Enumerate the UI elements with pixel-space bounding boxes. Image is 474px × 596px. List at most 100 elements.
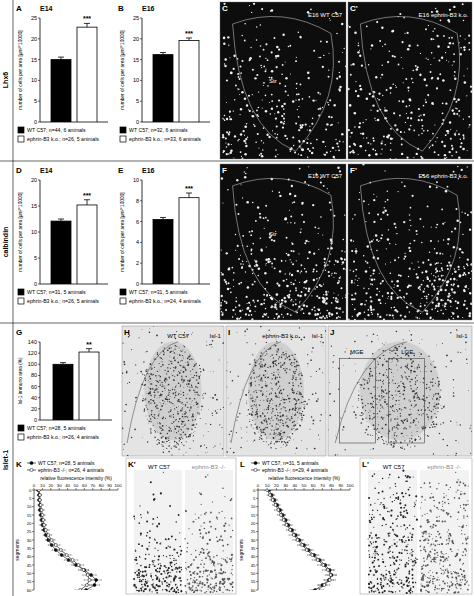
cell [442,102,444,104]
cell [381,140,382,141]
cell [420,74,422,76]
cell [394,56,396,58]
cell [247,307,249,309]
image [348,2,472,159]
cell [450,89,452,91]
cell [196,392,198,394]
cell [295,303,297,305]
cell [379,40,381,42]
cell [418,134,419,135]
error-bar [40,514,45,516]
tick-label: 50 [74,483,79,488]
cell [353,261,355,263]
cell [361,65,363,67]
cell [263,66,265,68]
tick [34,488,35,490]
cell [246,261,247,262]
cell [445,309,446,310]
cell [452,273,453,274]
cell [445,134,447,136]
cell [448,293,449,294]
cell [277,55,278,56]
cell [224,279,226,281]
cell [325,297,328,300]
cell [434,248,435,249]
cell [362,164,364,165]
cell [438,303,441,306]
cell [447,19,449,21]
cell [420,53,421,54]
cell [187,428,189,430]
cell [453,6,455,8]
tick [38,232,40,233]
cell [349,26,351,28]
cell [309,129,311,131]
cell [455,300,457,302]
cell [328,104,330,106]
cell [330,124,332,126]
cell [452,298,453,299]
cell [429,252,430,253]
cell [283,317,284,318]
cell [230,292,232,294]
cell [170,411,171,412]
cell [263,82,265,84]
cell [354,293,356,295]
cell [441,275,443,277]
tick [140,221,142,222]
cell [291,299,292,300]
tick [38,420,40,421]
cell [376,294,378,296]
cell [442,79,445,82]
cell [370,296,372,298]
tick [38,18,40,19]
cell [223,150,225,152]
cell [224,58,227,61]
cell [229,131,231,133]
cell [416,153,418,155]
cell [388,229,389,230]
cell [430,71,432,73]
tick [38,375,40,376]
cell [312,147,314,149]
cell [341,133,344,136]
cell [225,281,227,283]
cell [313,148,314,149]
cell [252,299,254,301]
cell [372,148,374,150]
cell [386,89,388,91]
cell [325,291,327,293]
cell [463,20,464,21]
cell [402,41,404,43]
cell [459,248,461,250]
cell [412,82,414,84]
cell [244,125,247,128]
cell [162,429,163,430]
cell [447,132,449,134]
cell [165,418,166,419]
cell [222,134,224,136]
cell [452,43,454,45]
row-label: calbindin [2,227,9,258]
cell [312,99,314,101]
cell [225,142,226,143]
cell [453,246,455,248]
cell [436,187,438,189]
y-axis [142,18,143,122]
cell [228,133,229,134]
cell [259,154,261,156]
cell [424,304,426,306]
cell [256,39,258,41]
cell [318,249,319,250]
cell [300,126,303,129]
tick [38,180,40,181]
cell [463,136,465,138]
cell [462,3,464,5]
cell [238,283,240,285]
cell [377,316,378,317]
cell [458,110,460,112]
annotation: *** [83,15,91,22]
cell [314,313,317,316]
cell [257,300,259,302]
cell [405,78,407,80]
